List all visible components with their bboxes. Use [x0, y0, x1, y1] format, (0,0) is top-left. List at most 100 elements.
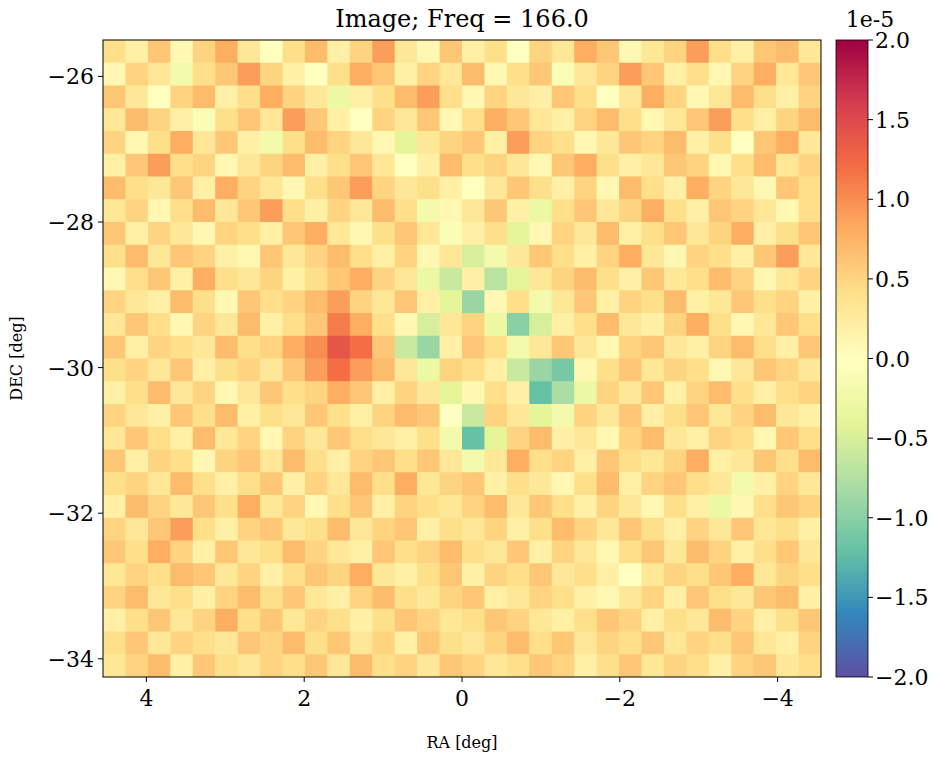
- cell: [238, 177, 261, 200]
- cell: [799, 586, 821, 609]
- cell: [193, 290, 216, 313]
- cell: [507, 563, 530, 586]
- cell: [799, 40, 821, 63]
- cell: [597, 131, 620, 154]
- cell: [731, 313, 754, 336]
- x-tick-label: 0: [455, 686, 469, 711]
- cell: [529, 40, 552, 63]
- cell: [574, 427, 597, 450]
- cell: [305, 609, 328, 632]
- cell: [193, 177, 216, 200]
- cell: [170, 222, 193, 245]
- cell: [170, 381, 193, 404]
- cell: [597, 495, 620, 518]
- cell: [686, 177, 709, 200]
- colorbar-tick: [868, 278, 873, 279]
- cell: [686, 472, 709, 495]
- cell: [776, 199, 799, 222]
- cell: [440, 313, 463, 336]
- cell: [462, 108, 485, 131]
- cell: [283, 177, 306, 200]
- cell: [709, 472, 732, 495]
- cell: [552, 472, 575, 495]
- cell: [238, 63, 261, 86]
- cell: [327, 177, 350, 200]
- cell: [574, 404, 597, 427]
- cell: [529, 313, 552, 336]
- cell: [799, 222, 821, 245]
- cell: [664, 86, 687, 109]
- cell: [283, 63, 306, 86]
- cell: [776, 472, 799, 495]
- cell: [215, 131, 238, 154]
- cell: [731, 472, 754, 495]
- cell: [193, 518, 216, 541]
- cell: [552, 518, 575, 541]
- cell: [574, 177, 597, 200]
- x-tick: [304, 677, 305, 682]
- cell: [619, 313, 642, 336]
- cell: [238, 313, 261, 336]
- cell: [574, 632, 597, 655]
- cell: [799, 131, 821, 154]
- cell: [619, 632, 642, 655]
- cell: [215, 495, 238, 518]
- cell: [440, 541, 463, 564]
- cell: [440, 381, 463, 404]
- cell: [597, 427, 620, 450]
- cell: [305, 268, 328, 291]
- cell: [731, 154, 754, 177]
- cell: [754, 563, 777, 586]
- cell: [215, 654, 238, 677]
- colorbar-tick-label: 0.0: [875, 347, 910, 372]
- cell: [170, 131, 193, 154]
- cell: [619, 336, 642, 359]
- cell: [709, 381, 732, 404]
- cell: [372, 63, 395, 86]
- cell: [731, 222, 754, 245]
- colorbar-tick: [868, 677, 873, 678]
- cell: [417, 495, 440, 518]
- cell: [642, 472, 665, 495]
- cell: [193, 381, 216, 404]
- cell: [238, 654, 261, 677]
- cell: [619, 199, 642, 222]
- cell: [776, 609, 799, 632]
- cell: [238, 563, 261, 586]
- cell: [619, 63, 642, 86]
- cell: [350, 177, 373, 200]
- cell: [776, 381, 799, 404]
- cell: [215, 472, 238, 495]
- cell: [754, 63, 777, 86]
- cell: [484, 609, 507, 632]
- cell: [686, 63, 709, 86]
- colorbar-tick-label: 0.5: [875, 267, 910, 292]
- y-tick: [98, 222, 103, 223]
- cell: [103, 290, 126, 313]
- cell: [686, 86, 709, 109]
- cell: [215, 199, 238, 222]
- cell: [619, 222, 642, 245]
- cell: [507, 654, 530, 677]
- cell: [103, 313, 126, 336]
- cell: [283, 290, 306, 313]
- cell: [552, 563, 575, 586]
- cell: [552, 177, 575, 200]
- cell: [642, 222, 665, 245]
- cell: [440, 222, 463, 245]
- cell: [327, 359, 350, 382]
- cell: [664, 359, 687, 382]
- cell: [799, 381, 821, 404]
- cell: [125, 63, 148, 86]
- cell: [709, 245, 732, 268]
- cell: [125, 290, 148, 313]
- cell: [238, 586, 261, 609]
- cell: [709, 131, 732, 154]
- cell: [283, 427, 306, 450]
- cell: [125, 313, 148, 336]
- cell: [776, 131, 799, 154]
- cell: [417, 586, 440, 609]
- cell: [754, 336, 777, 359]
- cell: [529, 131, 552, 154]
- cell: [776, 450, 799, 473]
